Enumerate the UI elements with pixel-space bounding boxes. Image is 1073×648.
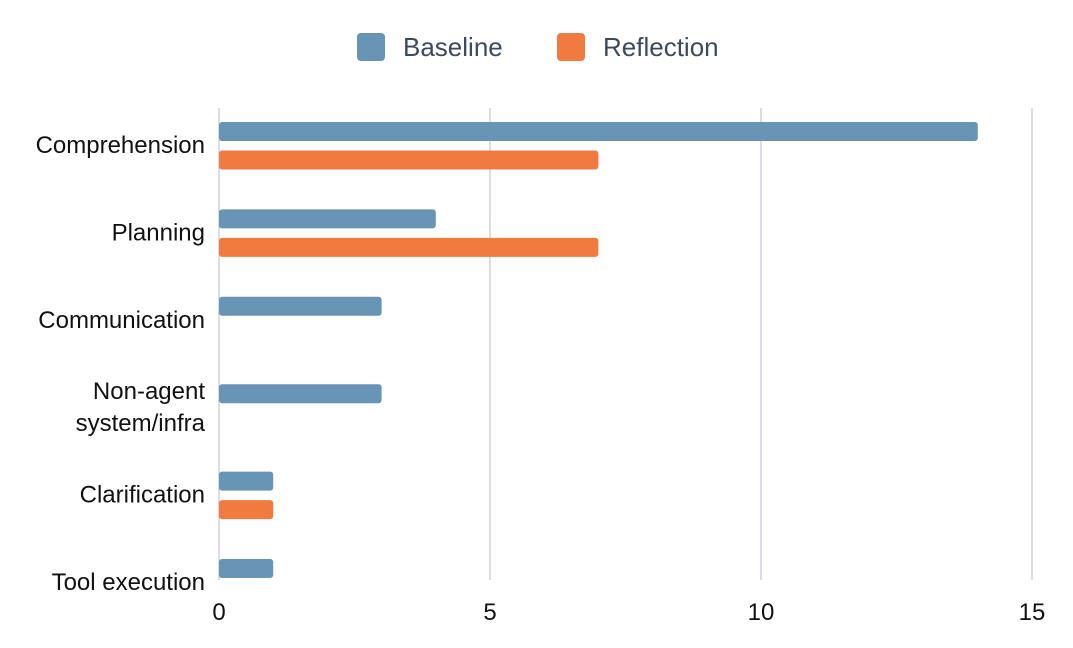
- y-category-label: Tool execution: [52, 569, 205, 596]
- x-tick-label: 5: [483, 599, 496, 626]
- y-axis-labels: Comprehension Planning Communication Non-ag…: [36, 132, 206, 596]
- x-axis-tick-labels: 0 5 10 15: [212, 599, 1045, 626]
- bar-baseline-4: [219, 471, 274, 491]
- y-category-label: Communication: [38, 307, 205, 334]
- bar-reflection-0: [219, 150, 599, 170]
- y-category-label: Comprehension: [36, 132, 205, 159]
- y-category-label: Planning: [112, 219, 205, 246]
- legend-swatch-reflection: [557, 33, 585, 61]
- legend: Baseline Reflection: [357, 32, 719, 62]
- legend-label-reflection: Reflection: [603, 32, 719, 62]
- legend-swatch-baseline: [357, 33, 385, 61]
- bars: [219, 122, 978, 578]
- gridlines: [218, 108, 1033, 580]
- x-tick-label: 15: [1019, 599, 1046, 626]
- y-category-label: system/infra: [76, 410, 206, 437]
- bar-baseline-1: [219, 209, 436, 229]
- x-tick-label: 0: [212, 599, 225, 626]
- x-tick-label: 10: [748, 599, 775, 626]
- bar-baseline-3: [219, 384, 382, 404]
- bar-baseline-0: [219, 122, 978, 141]
- legend-label-baseline: Baseline: [403, 32, 503, 62]
- bar-baseline-5: [219, 559, 274, 578]
- bar-reflection-1: [219, 237, 599, 257]
- bar-reflection-4: [219, 500, 274, 520]
- y-category-label: Clarification: [80, 482, 205, 509]
- bar-baseline-2: [219, 296, 382, 316]
- y-category-label: Non-agent: [93, 378, 205, 405]
